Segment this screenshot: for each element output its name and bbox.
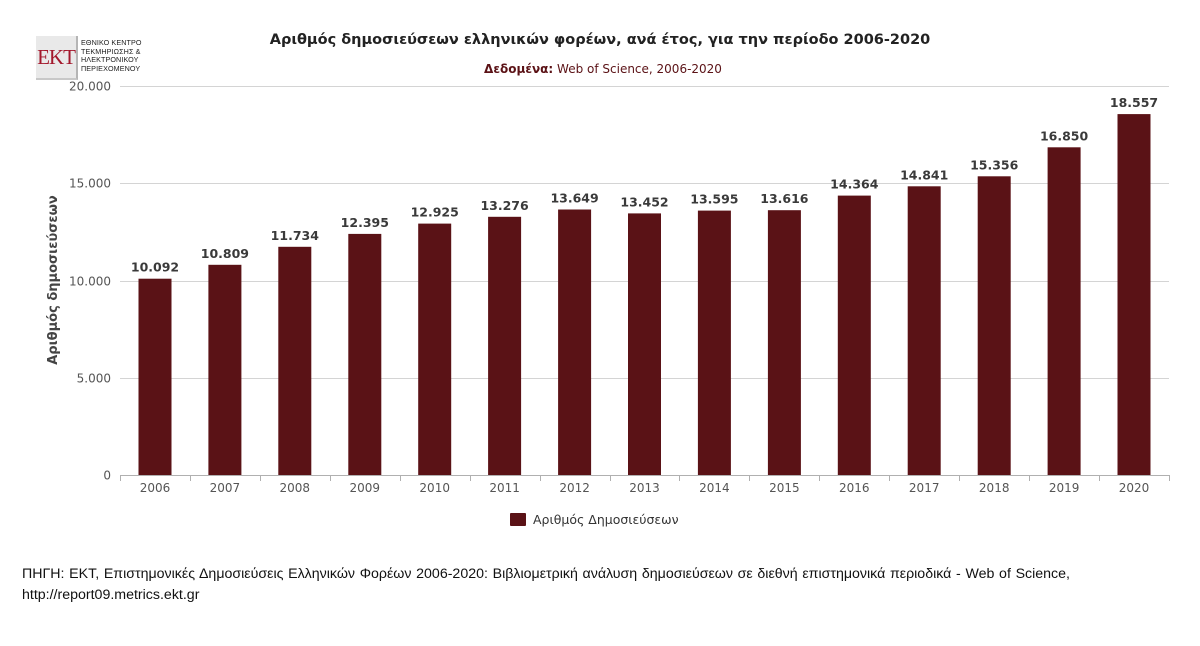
data-label-2016: 14.364: [830, 177, 879, 192]
logo-line-4: ΠΕΡΙΕΧΟΜΕΝΟΥ: [81, 63, 141, 73]
data-label-2011: 13.276: [480, 198, 529, 213]
x-tick-label-2012: 2012: [559, 481, 590, 495]
bar-2020[interactable]: [1117, 114, 1151, 475]
data-label-2020: 18.557: [1110, 95, 1158, 110]
y-tick-label: 0: [103, 469, 111, 483]
chart-title: Αριθμός δημοσιεύσεων ελληνικών φορέων, α…: [269, 32, 931, 48]
bar-2010[interactable]: [418, 223, 452, 475]
ekt-logo-text: ΕΘΝΙΚΟ ΚΕΝΤΡΟ ΤΕΚΜΗΡΙΩΣΗΣ & ΗΛΕΚΤΡΟΝΙΚΟΥ…: [81, 38, 142, 73]
data-label-2018: 15.356: [970, 157, 1019, 172]
chart-subtitle: Δεδομένα: Web of Science, 2006-2020: [300, 62, 906, 76]
bar-2011[interactable]: [488, 216, 522, 476]
bar-2009[interactable]: [348, 233, 382, 475]
x-tick-label-2007: 2007: [210, 481, 241, 495]
chart-subtitle-label: Δεδομένα:: [484, 62, 554, 76]
y-tick-label: 20.000: [69, 80, 111, 94]
chart-subtitle-text: Web of Science, 2006-2020: [553, 62, 722, 76]
bar-2006[interactable]: [138, 278, 172, 475]
y-tick-label: 10.000: [69, 275, 111, 289]
data-labels: 10.092 10.809 11.734 12.395 12.925 13.276 13.6…: [131, 95, 1158, 275]
x-tick-labels: 2006 2007 2008 2009 2010 2011 2012 2013 2014 2015…: [120, 475, 1170, 495]
data-label-2015: 13.616: [760, 191, 809, 206]
logo-line-1: ΕΘΝΙΚΟ ΚΕΝΤΡΟ: [81, 38, 142, 47]
logo-line-2: ΤΕΚΜΗΡΙΩΣΗΣ &: [81, 46, 141, 56]
x-tick-label-2017: 2017: [909, 481, 940, 495]
legend-swatch: [510, 513, 526, 526]
y-tick-label: 15.000: [69, 177, 111, 191]
ekt-logo-mark: EKT: [36, 36, 78, 80]
data-label-2006: 10.092: [131, 260, 179, 275]
bars: [138, 114, 1151, 476]
bar-2018[interactable]: [977, 176, 1011, 476]
bar-chart: 10.092 10.809 11.734 12.395 12.925 13.276 13.6…: [46, 80, 1170, 527]
data-label-2014: 13.595: [690, 192, 738, 207]
logo-line-3: ΗΛΕΚΤΡΟΝΙΚΟΥ: [81, 55, 139, 65]
data-label-2010: 12.925: [411, 205, 459, 220]
bar-2014[interactable]: [697, 210, 731, 475]
bar-2012[interactable]: [558, 209, 592, 476]
y-tick-labels: 0 5.000 10.000 15.000 20.000: [69, 80, 111, 483]
ekt-logo: EKT ΕΘΝΙΚΟ ΚΕΝΤΡΟ ΤΕΚΜΗΡΙΩΣΗΣ & ΗΛΕΚΤΡΟΝ…: [36, 36, 142, 80]
data-label-2012: 13.649: [550, 191, 598, 206]
x-tick-label-2014: 2014: [699, 481, 730, 495]
x-tick-label-2011: 2011: [489, 481, 520, 495]
x-tick-label-2015: 2015: [769, 481, 800, 495]
x-tick-label-2020: 2020: [1119, 481, 1150, 495]
x-tick-label-2018: 2018: [979, 481, 1010, 495]
source-note: ΠΗΓΗ: ΕΚΤ, Επιστημονικές Δημοσιεύσεις Ελ…: [22, 566, 1070, 603]
bar-2016[interactable]: [837, 195, 871, 475]
legend-label: Αριθμός Δημοσιεύσεων: [533, 512, 679, 527]
x-tick-label-2009: 2009: [350, 481, 381, 495]
data-label-2008: 11.734: [271, 228, 320, 243]
data-label-2009: 12.395: [341, 215, 389, 230]
data-label-2007: 10.809: [201, 246, 249, 261]
data-label-2013: 13.452: [620, 194, 668, 209]
legend[interactable]: Αριθμός Δημοσιεύσεων: [510, 512, 679, 527]
y-tick-label: 5.000: [77, 372, 111, 386]
y-axis-label: Αριθμός δημοσιεύσεων: [46, 195, 61, 365]
x-tick-label-2016: 2016: [839, 481, 870, 495]
data-label-2019: 16.850: [1040, 128, 1089, 143]
bar-2019[interactable]: [1047, 147, 1081, 476]
bar-2017[interactable]: [907, 186, 941, 476]
bar-2013[interactable]: [628, 213, 661, 475]
x-tick-label-2010: 2010: [419, 481, 450, 495]
bar-2015[interactable]: [767, 210, 801, 475]
x-tick-label-2019: 2019: [1049, 481, 1080, 495]
x-tick-label-2008: 2008: [280, 481, 311, 495]
bar-2008[interactable]: [278, 246, 312, 475]
x-tick-label-2013: 2013: [629, 481, 660, 495]
bar-2007[interactable]: [208, 264, 242, 475]
data-label-2017: 14.841: [900, 167, 948, 182]
x-tick-label-2006: 2006: [140, 481, 171, 495]
